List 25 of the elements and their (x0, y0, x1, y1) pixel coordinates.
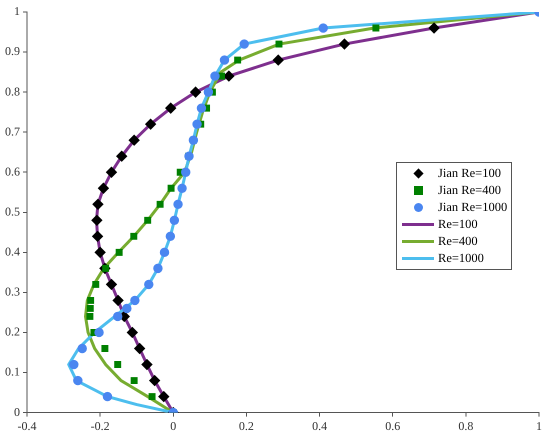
y-tick-label: 0.3 (5, 284, 20, 299)
x-tick-label: 0.8 (458, 418, 474, 433)
legend-label: Jian Re=100 (438, 165, 501, 182)
y-tick-label: 0.2 (5, 324, 20, 339)
x-tick-label: 0.2 (238, 418, 254, 433)
y-tick-label: 0 (14, 404, 20, 419)
y-tick-label: 0.7 (5, 124, 20, 138)
x-tick-label: 1 (536, 418, 542, 433)
y-tick-label: 0.5 (5, 204, 20, 218)
y-tick-label: 0.9 (5, 44, 20, 58)
legend-label: Re=100 (438, 216, 478, 233)
x-tick-label: 0.4 (312, 418, 328, 433)
y-tick-label: 0.1 (5, 364, 20, 379)
y-tick-label: 0.8 (5, 84, 20, 98)
x-tick-label: -0.4 (18, 418, 36, 433)
legend-label: Re=1000 (438, 250, 484, 267)
y-tick-label: 0.4 (5, 244, 20, 259)
legend-label: Jian Re=400 (438, 182, 501, 199)
x-tick-label: 0 (170, 418, 176, 433)
legend-label: Jian Re=1000 (438, 199, 508, 216)
legend-label: Re=400 (438, 233, 478, 250)
x-tick-label: 0.6 (385, 418, 400, 433)
x-tick-label: -0.2 (90, 418, 110, 433)
y-tick-label: 1 (14, 4, 20, 18)
y-tick-label: 0.6 (5, 164, 20, 178)
